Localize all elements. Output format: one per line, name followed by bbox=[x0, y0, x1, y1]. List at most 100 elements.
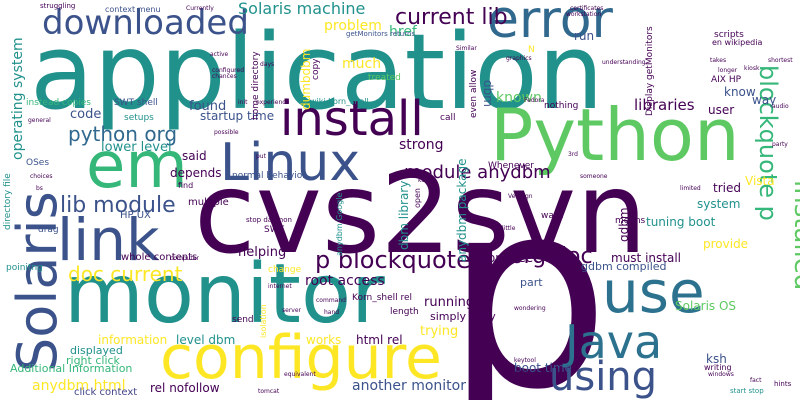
word-verisign: VeriSign bbox=[508, 193, 533, 200]
word-org-doc: org doc bbox=[510, 244, 593, 269]
word-shortest: shortest bbox=[768, 57, 793, 64]
word-chances: chances bbox=[212, 73, 237, 80]
word-even-allow: even allow bbox=[469, 70, 479, 118]
word-trying: trying bbox=[420, 324, 458, 339]
word-understanding: understanding bbox=[602, 59, 646, 66]
word-know: know bbox=[724, 85, 756, 99]
word-startup-time: startup time bbox=[200, 109, 274, 123]
word-level-dbm: level dbm bbox=[176, 333, 235, 347]
word-keep: keep bbox=[418, 177, 433, 184]
word-part: part bbox=[520, 276, 543, 289]
word-anydbm-package: anydbm package bbox=[455, 159, 469, 262]
word-choices: choices bbox=[30, 173, 53, 180]
word-longer: longer bbox=[718, 67, 738, 74]
word-blockquote-p: blockquote p bbox=[754, 65, 782, 221]
word-vista: Vista bbox=[745, 174, 775, 188]
word-error: error bbox=[487, 0, 614, 50]
word-general: general bbox=[28, 117, 51, 124]
word-drag: drag bbox=[38, 225, 59, 235]
word-server: server bbox=[282, 307, 302, 314]
word-p: p bbox=[445, 145, 610, 400]
word-start-stop: start stop bbox=[730, 387, 764, 395]
word-click-context: click context bbox=[74, 387, 137, 398]
word-right-click: right click bbox=[66, 354, 121, 367]
word-run: run bbox=[574, 29, 594, 43]
word-another-monitor: another monitor bbox=[352, 378, 466, 394]
word-copy: copy bbox=[311, 58, 321, 80]
word-pointing: poinitng bbox=[6, 263, 43, 273]
word-system: system bbox=[697, 197, 740, 211]
word-3rd: 3rd bbox=[568, 151, 578, 158]
word-python-org: python org bbox=[68, 122, 177, 146]
word-put: put bbox=[256, 153, 267, 160]
word-monitor: monitor bbox=[64, 247, 385, 342]
word-provide: provide bbox=[703, 237, 748, 251]
word-better: better bbox=[412, 243, 431, 250]
word-must-install: must install bbox=[611, 251, 681, 265]
word-using: using bbox=[549, 354, 657, 400]
word-send: send bbox=[232, 315, 254, 325]
word-certificates: certificates bbox=[570, 5, 603, 12]
word-dbm-see: dbm See bbox=[480, 251, 533, 265]
word-current-lib: current lib bbox=[395, 5, 508, 30]
word-little: little bbox=[502, 225, 516, 232]
word-someone: someone bbox=[580, 173, 608, 180]
word-aix-hp: AIX HP bbox=[711, 75, 742, 85]
word-dbm: dbm bbox=[481, 80, 495, 107]
word-linux: Linux bbox=[220, 133, 360, 193]
word-audio: audio bbox=[772, 103, 789, 110]
word-computer: computer bbox=[170, 255, 199, 262]
word-solaris-machine: Solaris machine bbox=[238, 0, 365, 18]
word-whole-contents: whole contents bbox=[121, 252, 197, 263]
word-kiosk: kiosk bbox=[744, 65, 760, 72]
word-possible: possible bbox=[214, 129, 239, 136]
word-struggling: struggling bbox=[40, 2, 75, 10]
word-additional-information: Additional Information bbox=[10, 362, 132, 375]
word-module-anydbm: module anydbm bbox=[404, 162, 551, 183]
word-lower-level: lower level bbox=[101, 140, 172, 155]
word-init: init bbox=[238, 99, 248, 106]
word-helping: helping bbox=[238, 245, 286, 260]
word-gdbm: gdbm bbox=[617, 207, 631, 242]
word-href: href bbox=[389, 24, 418, 40]
word-bs: bs bbox=[36, 185, 43, 192]
word-found: found bbox=[189, 99, 226, 114]
word-multiple: multiple bbox=[188, 197, 229, 208]
word-hand: hand bbox=[324, 309, 339, 316]
word-p-blockquote: p blockquote bbox=[315, 246, 471, 274]
word-depends: depends bbox=[170, 166, 221, 180]
word-stop-daemon: stop daemon bbox=[246, 216, 292, 224]
word-doc-current: doc current bbox=[68, 262, 183, 286]
word-solve: solve bbox=[512, 369, 528, 376]
word-boot-time: boot time bbox=[514, 361, 572, 375]
word-solaris: Solaris bbox=[6, 191, 69, 372]
word-means: means bbox=[615, 216, 646, 226]
word-way: way bbox=[752, 93, 776, 107]
word-simply-copy: simply copy bbox=[430, 310, 496, 323]
word-install: install bbox=[280, 91, 424, 147]
word-java: Java bbox=[562, 315, 662, 369]
word-en-wikipedia: en wikipedia bbox=[712, 38, 762, 47]
word-oses: OSes bbox=[26, 158, 49, 168]
word-user: user bbox=[708, 103, 734, 117]
word-information: information bbox=[98, 333, 167, 347]
word-configured: configured bbox=[212, 67, 244, 74]
word-configure: configure bbox=[160, 323, 442, 393]
word-days: days bbox=[260, 61, 274, 68]
word-em: em bbox=[86, 129, 188, 203]
word-currently: Currently bbox=[186, 5, 214, 12]
word-korn-shell-rel: Korn_shell rel bbox=[352, 293, 412, 303]
word-strong: strong bbox=[399, 137, 444, 153]
word-libraries: libraries bbox=[634, 96, 695, 114]
word-active: active bbox=[210, 51, 229, 58]
word-open: open bbox=[413, 188, 422, 208]
word-workstation: workstation bbox=[566, 11, 601, 18]
word-installed: installed bbox=[788, 180, 800, 290]
word-fedora: Fedora bbox=[524, 97, 545, 104]
word-displayed: displayed bbox=[70, 344, 123, 357]
word-tuning-boot: tuning boot bbox=[646, 215, 716, 229]
word-lib-module: lib module bbox=[60, 193, 176, 218]
word-equivalent: equivalent bbox=[284, 371, 316, 378]
word-running: running bbox=[424, 295, 474, 310]
word-dumbdbm: dumbdbm bbox=[299, 49, 313, 110]
